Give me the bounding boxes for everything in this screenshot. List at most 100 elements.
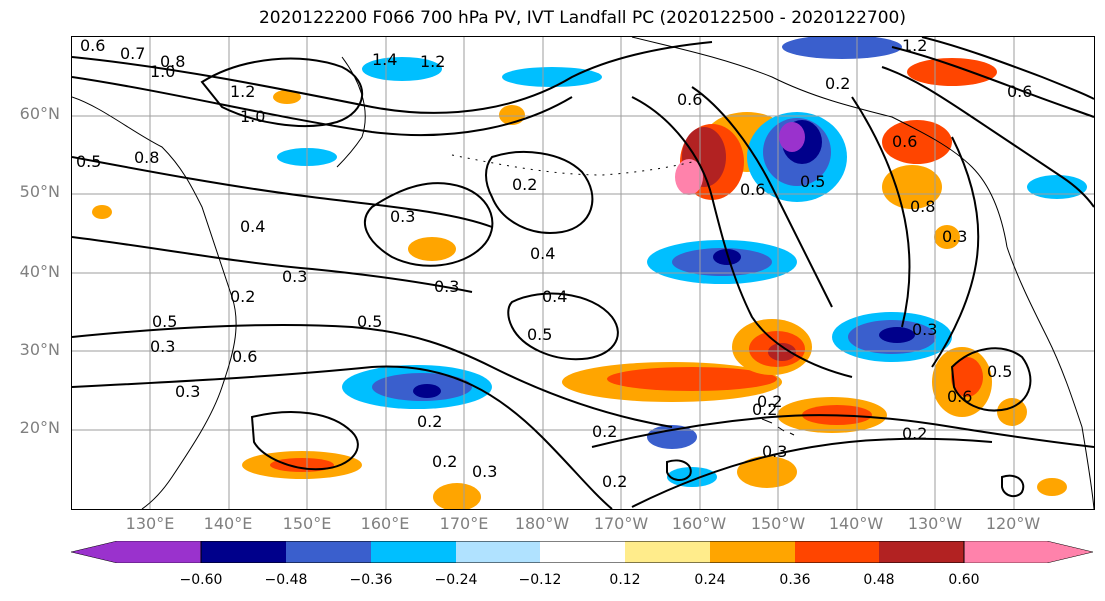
shade-blob: [607, 367, 777, 391]
contour-label: 0.2: [825, 74, 850, 93]
colorbar-bin: [201, 541, 286, 563]
contour-line: [666, 459, 692, 481]
contour-label: 0.8: [134, 148, 159, 167]
shade-blob: [768, 343, 796, 361]
contour-label: 0.5: [800, 172, 825, 191]
colorbar-tick-label: 0.24: [694, 572, 726, 588]
shade-blob: [667, 467, 717, 487]
contour-line: [72, 41, 713, 114]
colorbar-tick-label: 0.60: [948, 572, 980, 588]
shade-blob: [997, 398, 1027, 426]
colorbar-tick-label: 0.36: [779, 572, 811, 588]
shade-blob: [879, 327, 915, 343]
contour-label: 0.3: [434, 277, 459, 296]
contour-label: 0.3: [762, 442, 787, 461]
contour-label: 0.3: [282, 267, 307, 286]
colorbar-tick-label: −0.48: [264, 572, 308, 588]
lat-label-30: 30°N: [19, 340, 60, 359]
contour-label: 0.2: [752, 400, 777, 419]
contour-line: [72, 156, 493, 228]
contour-label: 0.3: [390, 207, 415, 226]
shade-blob: [1027, 175, 1087, 199]
colorbar-bin: [710, 541, 795, 563]
lon-label-160w: 160°W: [671, 514, 727, 533]
contour-line: [507, 292, 619, 361]
aleutian-chain: [451, 154, 693, 176]
map-title: 2020122200 F066 700 hPa PV, IVT Landfall…: [258, 8, 906, 28]
colorbar-tick-label: 0.12: [609, 572, 641, 588]
colorbar-tick-label: −0.36: [349, 572, 393, 588]
colorbar-tick-label: −0.24: [434, 572, 478, 588]
contour-label: 0.2: [592, 422, 617, 441]
lon-label-170e: 170°E: [439, 514, 489, 533]
map-canvas: 0.6 0.7 0.8 1.0 1.4 1.2 1.0 1.2 0.8 0.5 …: [72, 37, 1094, 509]
lon-label-130e: 130°E: [125, 514, 175, 533]
lon-label-140w: 140°W: [828, 514, 884, 533]
contour-label: 0.2: [512, 175, 537, 194]
pv-contours: [72, 37, 1094, 509]
colorbar-bin: [795, 541, 879, 563]
coastline-alaska: [631, 37, 1008, 248]
contour-line: [931, 136, 980, 368]
contour-label: 0.6: [740, 180, 765, 199]
coastline-asia: [72, 96, 237, 509]
contour-line: [363, 182, 494, 267]
colorbar-bin: [540, 541, 625, 563]
contour-label: 0.5: [152, 312, 177, 331]
contour-line: [881, 66, 1094, 208]
lat-label-40: 40°N: [19, 262, 60, 281]
shade-blob: [270, 458, 334, 472]
contour-label: 0.4: [542, 287, 567, 306]
shade-blob: [362, 57, 442, 81]
contour-label: 0.6: [892, 132, 917, 151]
colorbar-extend-low: [71, 541, 202, 563]
contour-line: [72, 76, 573, 137]
lon-label-150e: 150°E: [282, 514, 332, 533]
contour-label: 0.2: [417, 412, 442, 431]
contour-label: 0.3: [942, 227, 967, 246]
colorbar-tick-label: −0.12: [518, 572, 562, 588]
lon-label-170w: 170°W: [593, 514, 649, 533]
shaded-pv-anomalies: [92, 37, 1092, 509]
contour-line: [591, 414, 1094, 448]
lon-label-130w: 130°W: [907, 514, 963, 533]
contour-line: [631, 96, 853, 378]
contour-label: 0.6: [677, 90, 702, 109]
colorbar-extend-high: [963, 541, 1093, 563]
contour-line: [72, 324, 673, 428]
shade-blob: [934, 225, 960, 249]
contour-label: 0.5: [527, 325, 552, 344]
contour-label: 1.0: [150, 62, 175, 81]
lon-label-150w: 150°W: [750, 514, 806, 533]
shade-blob: [647, 425, 697, 449]
contour-label: 0.6: [1007, 82, 1032, 101]
contour-line: [921, 37, 1094, 100]
contour-label: 0.3: [150, 337, 175, 356]
contour-label: 0.4: [530, 244, 555, 263]
contour-line: [851, 96, 911, 328]
shade-blob: [782, 37, 902, 59]
hawaii-islands: [761, 418, 795, 436]
contour-line: [72, 365, 613, 509]
shade-blob: [779, 122, 805, 152]
colorbar-bin: [286, 541, 371, 563]
contour-label: 1.0: [240, 107, 265, 126]
contour-value-labels: 0.6 0.7 0.8 1.0 1.4 1.2 1.0 1.2 0.8 0.5 …: [76, 37, 1032, 491]
shade-blob: [675, 159, 703, 195]
contour-label: 0.8: [910, 197, 935, 216]
contour-label: 0.6: [80, 37, 105, 55]
contour-line: [250, 411, 359, 471]
coastline-north-america: [1006, 246, 1094, 509]
contour-label: 0.3: [472, 462, 497, 481]
shade-blob: [907, 58, 997, 86]
contour-line: [631, 437, 993, 508]
contour-label: 0.6: [232, 347, 257, 366]
shade-blob: [1037, 478, 1067, 496]
contour-label: 0.5: [357, 312, 382, 331]
contour-label: 0.8: [160, 52, 185, 71]
contour-label: 1.4: [372, 50, 397, 69]
contour-line: [891, 46, 1094, 118]
shade-blob: [882, 165, 942, 209]
gridlines: [72, 37, 1094, 509]
shade-blob: [713, 249, 741, 265]
